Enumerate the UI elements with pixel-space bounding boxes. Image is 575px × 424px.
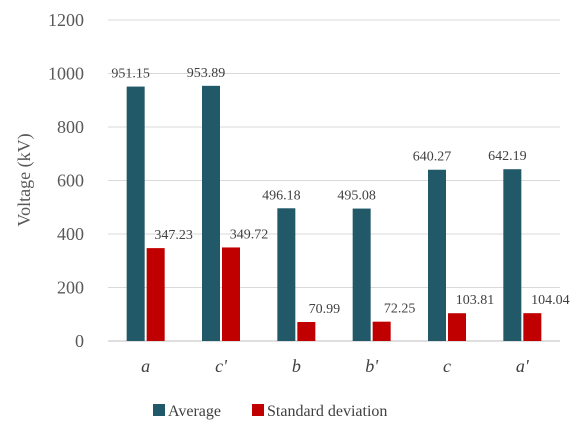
y-tick-label: 400 [57,224,84,244]
x-category-label: b' [365,356,379,376]
bar-average-3 [352,208,371,341]
y-tick-label: 1000 [48,64,84,84]
bar-standard-deviation-5 [523,313,542,341]
data-label: 70.99 [309,302,341,317]
legend: Average Standard deviation [153,403,387,420]
y-tick-label: 800 [57,117,84,137]
data-label: 72.25 [384,302,416,317]
bar-average-0 [126,86,145,341]
x-category-label: b [292,356,301,376]
data-label: 103.81 [456,293,495,308]
legend-label-average: Average [168,403,221,420]
bar-standard-deviation-2 [297,322,316,341]
bar-standard-deviation-3 [372,321,391,341]
data-label: 104.04 [531,293,570,308]
bar-average-2 [277,208,296,341]
bar-average-1 [202,85,220,341]
x-category-label: a [141,356,150,376]
gridlines [108,19,560,288]
y-tick-label: 200 [57,278,84,298]
data-label: 347.23 [154,228,193,243]
legend-swatch-average [153,404,165,416]
data-label: 642.19 [488,149,527,164]
bar-standard-deviation-0 [146,248,165,341]
data-label: 495.08 [337,189,376,204]
y-tick-label: 0 [75,331,84,351]
bar-standard-deviation-1 [222,247,240,341]
y-tick-label: 1200 [48,10,84,30]
legend-swatch-standard-deviation [252,404,264,416]
axes: 0 200 400 600 800 1000 1200 a c' b b' c a' [48,10,560,376]
bar-average-4 [428,169,446,341]
x-category-label: c [443,356,451,376]
data-label: 640.27 [413,150,452,165]
y-axis-title: Voltage (kV) [14,133,35,226]
bar-standard-deviation-4 [448,313,466,341]
data-label: 349.72 [230,227,269,242]
x-category-label: c' [215,356,228,376]
bars [126,85,542,341]
data-label: 951.15 [111,67,150,82]
legend-label-standard-deviation: Standard deviation [267,403,387,420]
data-labels: 951.15 347.23 953.89 349.72 496.18 70.99 495.0… [111,66,569,317]
x-category-label: a' [516,356,530,376]
data-label: 496.18 [262,188,301,203]
bar-average-5 [503,169,522,341]
y-tick-label: 600 [57,171,84,191]
data-label: 953.89 [187,66,226,81]
